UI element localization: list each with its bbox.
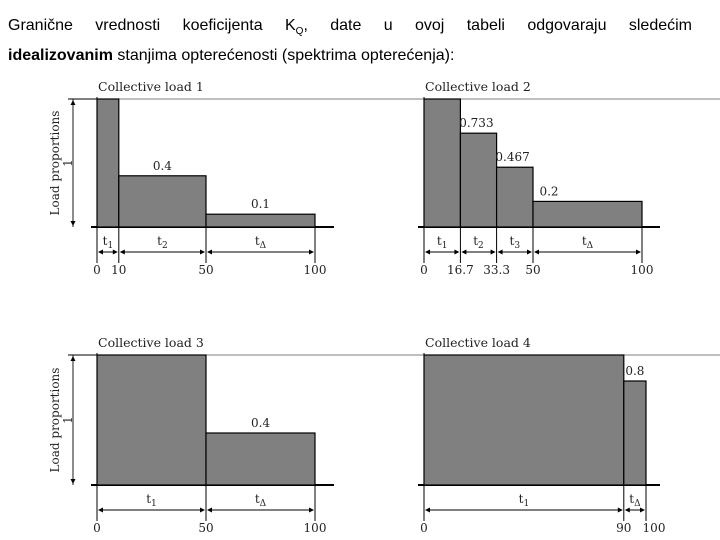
arrow-right-icon (640, 507, 645, 513)
arrow-left-icon (624, 507, 630, 513)
bar-value-label: 0.2 (539, 184, 558, 198)
chart-panel-2: Collective load 2 t1 0.733 t2 0.467 t3 0.2 tΔ 0 1… (418, 79, 720, 277)
arrow-left-icon (98, 249, 103, 255)
chart-title: Collective load 3 (98, 335, 204, 350)
arrow-down-icon (70, 221, 76, 226)
y-axis-label: Load proportions (48, 111, 62, 216)
arrow-left-icon (207, 249, 212, 255)
x-tick-label: 100 (304, 263, 327, 277)
intro-paragraph: Granične vrednosti koeficijenta KQ, date… (8, 14, 692, 68)
x-tick-label: 50 (198, 263, 213, 277)
intro-bold-word: idealizovanim (8, 47, 113, 65)
chart-title: Collective load 1 (98, 79, 204, 94)
arrow-right-icon (309, 507, 314, 513)
x-tick-label: 100 (304, 521, 327, 535)
arrow-down-icon (70, 479, 76, 484)
bar-segment (495, 166, 534, 228)
bar-segment (423, 98, 462, 228)
arrow-right-icon (527, 249, 532, 255)
intro-subscript: Q (295, 26, 304, 38)
phase-label: t1 (103, 234, 114, 251)
bar-segment (96, 354, 207, 486)
bar-segment (96, 98, 120, 228)
phase-label: t1 (519, 492, 530, 509)
bar-value-label: 0.733 (459, 116, 493, 130)
arrow-right-icon (112, 249, 118, 255)
intro-text-a: Granične vrednosti koeficijenta K (8, 17, 296, 34)
x-tick-label: 33.3 (483, 263, 510, 277)
x-tick-label: 100 (643, 521, 666, 535)
bar-segment (205, 213, 316, 228)
arrow-left-icon (497, 249, 503, 255)
arrow-up-icon (70, 100, 76, 105)
phase-label: t2 (473, 234, 484, 251)
x-tick-label: 90 (616, 521, 631, 535)
intro-line-2: idealizovanim stanjima opterećenosti (sp… (8, 44, 692, 68)
x-tick-label: 50 (525, 263, 540, 277)
bar-value-label: 0.4 (251, 416, 270, 430)
phase-label: t3 (510, 234, 521, 251)
intro-line-1: Granične vrednosti koeficijenta KQ, date… (8, 14, 692, 44)
chart-panel-4: Collective load 4 t1 0.8 tΔ 0 90 100 (418, 335, 720, 535)
intro-text-b: , date u ovoj tabeli odgovaraju sledećim (303, 17, 693, 34)
phase-label: tΔ (582, 234, 594, 251)
arrow-left-icon (461, 249, 467, 255)
x-tick-label: 0 (93, 521, 101, 535)
arrow-right-icon (454, 249, 460, 255)
bar-segment (423, 354, 625, 486)
arrow-left-icon (119, 249, 125, 255)
x-tick-label: 0 (420, 263, 428, 277)
intro-text-c: stanjima opterećenosti (spektrima optere… (112, 47, 455, 65)
bar-value-label: 0.4 (153, 159, 172, 173)
x-tick-label: 50 (198, 521, 213, 535)
y-tick-label: 1 (61, 416, 75, 424)
chart-title: Collective load 4 (425, 335, 531, 350)
arrow-right-icon (617, 507, 623, 513)
arrow-up-icon (70, 356, 76, 361)
x-tick-label: 0 (93, 263, 101, 277)
arrow-left-icon (425, 507, 430, 513)
bar-segment (459, 132, 498, 228)
bar-segment (623, 380, 647, 486)
y-tick-label: 1 (61, 159, 75, 167)
phase-label: t1 (437, 234, 448, 251)
arrow-right-icon (636, 249, 641, 255)
bar-value-label: 0.1 (251, 197, 270, 211)
chart-panel-1: Collective load 1 t1 0.4 t2 0.1 tΔ 0 10 50 100 Loa… (48, 79, 424, 277)
chart-title: Collective load 2 (425, 79, 531, 94)
bar-value-label: 0.467 (495, 150, 529, 164)
arrow-left-icon (425, 249, 430, 255)
arrow-right-icon (309, 249, 314, 255)
arrow-right-icon (490, 249, 496, 255)
phase-label: t1 (146, 492, 157, 509)
y-axis-label: Load proportions (48, 368, 62, 473)
phase-label: tΔ (255, 234, 267, 251)
phase-label: tΔ (629, 492, 641, 509)
arrow-left-icon (98, 507, 103, 513)
bar-segment (532, 200, 643, 228)
bar-value-label: 0.8 (625, 364, 644, 378)
arrow-right-icon (200, 507, 205, 513)
chart-panel-3: Collective load 3 t1 0.4 tΔ 0 50 100 Load propo… (48, 335, 424, 535)
phase-label: t2 (157, 234, 168, 251)
bar-segment (118, 175, 207, 228)
x-tick-label: 16.7 (447, 263, 474, 277)
arrow-left-icon (207, 507, 212, 513)
arrow-left-icon (534, 249, 539, 255)
x-tick-label: 10 (111, 263, 126, 277)
phase-label: tΔ (255, 492, 267, 509)
x-tick-label: 0 (420, 521, 428, 535)
bar-segment (205, 432, 316, 486)
x-tick-label: 100 (631, 263, 654, 277)
arrow-right-icon (200, 249, 205, 255)
